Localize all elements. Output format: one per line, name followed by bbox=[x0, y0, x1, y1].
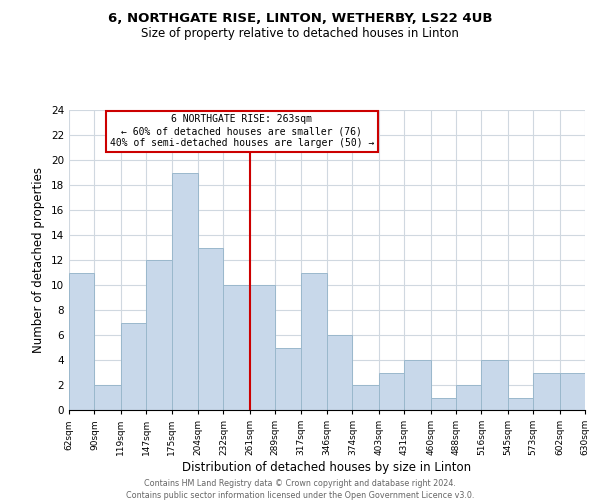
Text: Size of property relative to detached houses in Linton: Size of property relative to detached ho… bbox=[141, 28, 459, 40]
Bar bbox=[121, 322, 146, 410]
Bar bbox=[481, 360, 508, 410]
Bar bbox=[508, 398, 533, 410]
Bar bbox=[560, 372, 585, 410]
Bar bbox=[456, 385, 481, 410]
Bar bbox=[431, 398, 456, 410]
Bar bbox=[352, 385, 379, 410]
X-axis label: Distribution of detached houses by size in Linton: Distribution of detached houses by size … bbox=[182, 461, 472, 474]
Text: Contains HM Land Registry data © Crown copyright and database right 2024.: Contains HM Land Registry data © Crown c… bbox=[144, 479, 456, 488]
Bar bbox=[327, 335, 352, 410]
Bar bbox=[69, 272, 94, 410]
Bar bbox=[94, 385, 121, 410]
Y-axis label: Number of detached properties: Number of detached properties bbox=[32, 167, 46, 353]
Bar bbox=[404, 360, 431, 410]
Bar bbox=[250, 285, 275, 410]
Bar bbox=[146, 260, 172, 410]
Bar bbox=[223, 285, 250, 410]
Bar bbox=[275, 348, 301, 410]
Text: 6 NORTHGATE RISE: 263sqm
← 60% of detached houses are smaller (76)
40% of semi-d: 6 NORTHGATE RISE: 263sqm ← 60% of detach… bbox=[110, 114, 374, 148]
Bar bbox=[533, 372, 560, 410]
Text: 6, NORTHGATE RISE, LINTON, WETHERBY, LS22 4UB: 6, NORTHGATE RISE, LINTON, WETHERBY, LS2… bbox=[108, 12, 492, 26]
Bar bbox=[301, 272, 327, 410]
Bar bbox=[379, 372, 404, 410]
Bar bbox=[198, 248, 223, 410]
Text: Contains public sector information licensed under the Open Government Licence v3: Contains public sector information licen… bbox=[126, 491, 474, 500]
Bar bbox=[172, 172, 198, 410]
